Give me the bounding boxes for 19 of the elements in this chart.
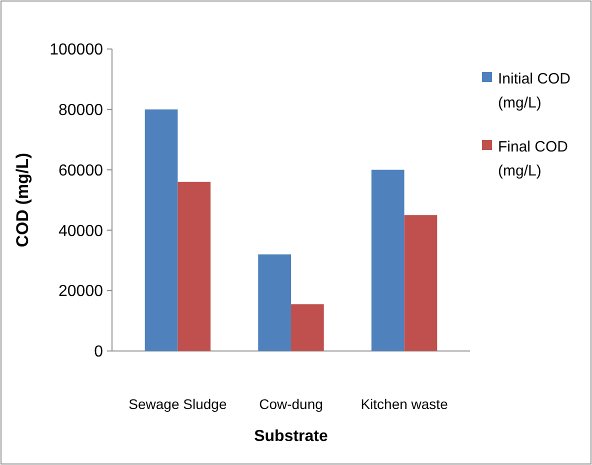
- x-tick-label: Kitchen waste: [360, 396, 448, 412]
- y-tick-label: 100000: [50, 42, 104, 59]
- y-tick-label: 80000: [58, 102, 104, 119]
- legend-label: Initial COD (mg/L): [498, 70, 571, 112]
- x-tick-label: Sewage Sludge: [128, 396, 227, 412]
- y-tick-label: 0: [94, 344, 104, 361]
- bar: [291, 304, 324, 351]
- bar: [144, 109, 178, 351]
- y-axis-title: COD (mg/L): [13, 152, 32, 248]
- x-axis-title: Substrate: [254, 428, 328, 445]
- bar: [178, 182, 211, 351]
- bar: [258, 254, 291, 351]
- y-tick-label: 60000: [58, 162, 104, 180]
- bar: [371, 170, 404, 351]
- y-tick-label: 40000: [58, 222, 104, 240]
- legend-label: Final COD (mg/L): [498, 138, 568, 180]
- x-tick-label: Cow-dung: [259, 396, 323, 412]
- y-tick-label: 20000: [58, 283, 104, 300]
- bar: [404, 215, 438, 351]
